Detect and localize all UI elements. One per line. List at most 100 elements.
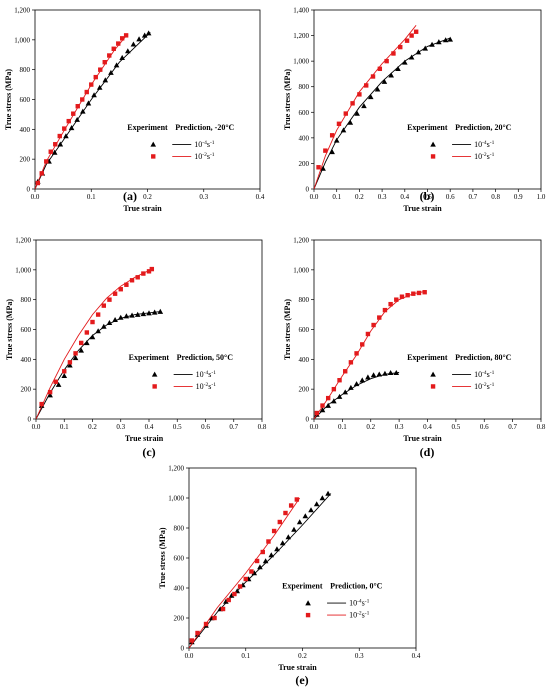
y-tick-label: 200 bbox=[174, 615, 185, 623]
data-point bbox=[146, 310, 152, 316]
data-point bbox=[145, 30, 152, 36]
data-point bbox=[409, 33, 414, 38]
data-point bbox=[343, 111, 348, 116]
prediction-curve-1 bbox=[313, 372, 400, 420]
legend-experiment-header: Experiment bbox=[407, 123, 448, 132]
data-point bbox=[279, 540, 286, 546]
data-point bbox=[106, 319, 113, 326]
y-tick-label: 1,200 bbox=[15, 237, 31, 245]
data-point bbox=[124, 282, 129, 287]
data-point bbox=[402, 59, 408, 65]
data-point bbox=[399, 294, 405, 299]
data-point bbox=[84, 89, 89, 95]
x-axis-label: True strain bbox=[403, 434, 442, 443]
data-point bbox=[354, 110, 360, 116]
data-point bbox=[337, 378, 342, 383]
data-point bbox=[395, 66, 401, 72]
x-tick-label: 0.7 bbox=[469, 193, 478, 201]
data-point bbox=[63, 133, 69, 139]
y-tick-label: 400 bbox=[299, 134, 310, 142]
x-tick-label: 0.4 bbox=[256, 193, 265, 201]
data-point bbox=[53, 142, 58, 147]
panel-label: (b) bbox=[420, 189, 435, 203]
data-point bbox=[89, 334, 96, 340]
data-point bbox=[374, 86, 381, 92]
data-point bbox=[90, 319, 95, 325]
y-tick-label: 600 bbox=[21, 326, 32, 334]
data-point bbox=[260, 549, 265, 555]
y-tick-label: 1,400 bbox=[293, 7, 309, 15]
data-point bbox=[47, 392, 53, 398]
legend-experiment-header: Experiment bbox=[129, 353, 170, 362]
y-tick-label: 400 bbox=[21, 356, 32, 364]
data-point bbox=[62, 369, 67, 374]
y-axis-label: True stress (MPa) bbox=[158, 527, 167, 588]
data-point bbox=[157, 308, 164, 314]
data-point bbox=[107, 297, 112, 302]
x-tick-label: 0.3 bbox=[378, 193, 387, 201]
legend-series-name: 10-4s-1 bbox=[349, 599, 370, 608]
chart-panel-1: 0.0 0.1 0.2 0.3 0.4 0 200 400 600 800 1,000 1,200 Tr… bbox=[4, 7, 265, 214]
data-point bbox=[151, 309, 158, 315]
data-point bbox=[68, 125, 75, 131]
y-tick-label: 1,200 bbox=[293, 237, 309, 245]
x-tick-label: 0.3 bbox=[199, 193, 208, 201]
x-tick-label: 0.4 bbox=[412, 652, 421, 660]
x-axis-label: True strain bbox=[278, 663, 317, 672]
data-point bbox=[89, 82, 94, 87]
data-point bbox=[71, 111, 76, 116]
data-point bbox=[112, 317, 118, 323]
data-point bbox=[313, 501, 320, 507]
x-tick-label: 0.1 bbox=[60, 423, 69, 431]
y-tick-label: 800 bbox=[174, 525, 185, 533]
data-point bbox=[314, 410, 320, 416]
legend-series-name: 10-2s-1 bbox=[196, 382, 217, 391]
data-point bbox=[111, 46, 116, 51]
x-tick-label: 0.5 bbox=[452, 423, 461, 431]
data-point bbox=[135, 275, 140, 280]
data-point bbox=[296, 519, 303, 525]
data-point bbox=[329, 149, 335, 155]
legend-marker bbox=[430, 154, 436, 159]
data-point bbox=[382, 307, 388, 313]
data-point bbox=[98, 67, 103, 72]
data-point bbox=[72, 355, 79, 361]
x-tick-label: 0.2 bbox=[355, 193, 364, 201]
data-point bbox=[285, 534, 292, 540]
data-point bbox=[442, 37, 449, 43]
prediction-curve-1 bbox=[34, 32, 151, 190]
data-point bbox=[123, 313, 130, 319]
legend-marker bbox=[305, 612, 311, 618]
data-point bbox=[80, 108, 86, 114]
data-point bbox=[102, 60, 107, 65]
chart-panel-2: 0.0 0.1 0.2 0.3 0.4 0.5 0.6 0.7 0.8 0.9 1.0 0 200 400… bbox=[283, 7, 546, 214]
data-point bbox=[388, 301, 393, 307]
data-point bbox=[320, 403, 325, 408]
legend-prediction-header: Prediction, 50°C bbox=[177, 353, 234, 362]
data-point bbox=[39, 171, 44, 176]
data-point bbox=[404, 38, 410, 43]
x-tick-label: 0.8 bbox=[537, 423, 546, 431]
x-tick-label: 0.3 bbox=[355, 652, 364, 660]
data-point bbox=[319, 495, 326, 501]
data-point bbox=[48, 149, 53, 154]
data-point bbox=[66, 118, 71, 124]
panel-label: (e) bbox=[295, 673, 308, 687]
data-point bbox=[393, 369, 400, 375]
data-point bbox=[107, 53, 112, 58]
data-point bbox=[53, 379, 58, 384]
data-point bbox=[294, 497, 300, 502]
data-point bbox=[387, 369, 394, 375]
data-point bbox=[75, 104, 80, 109]
data-point bbox=[308, 507, 314, 513]
legend-experiment-header: Experiment bbox=[127, 123, 168, 132]
data-point bbox=[141, 32, 148, 38]
legend-experiment-header: Experiment bbox=[282, 582, 323, 591]
data-point bbox=[365, 331, 371, 337]
data-point bbox=[342, 389, 349, 395]
data-point bbox=[220, 606, 226, 612]
data-point bbox=[283, 510, 288, 516]
legend-prediction-header: Prediction, 0°C bbox=[330, 582, 383, 591]
x-axis-label: True strain bbox=[125, 434, 164, 443]
data-point bbox=[377, 66, 383, 72]
